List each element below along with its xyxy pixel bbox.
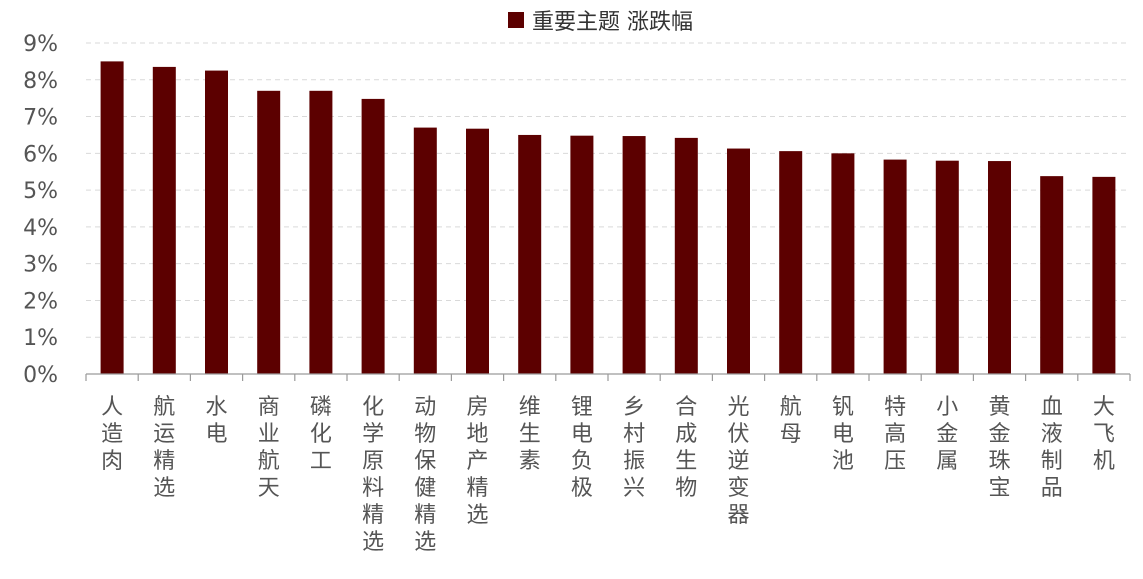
y-tick-label: 8% bbox=[23, 69, 58, 94]
bar bbox=[1040, 176, 1064, 374]
bar bbox=[413, 127, 437, 374]
y-axis-tick-labels: 0% 1% 2% 3% 4% 5% 6% 7% 8% 9% bbox=[23, 32, 58, 388]
y-tick-label: 3% bbox=[23, 253, 58, 278]
bar bbox=[883, 159, 907, 374]
category-label: 商业航天 bbox=[258, 395, 280, 501]
category-label: 黄金珠宝 bbox=[988, 395, 1010, 501]
category-label: 小金属 bbox=[936, 395, 958, 474]
bar bbox=[674, 137, 698, 374]
bar bbox=[1092, 176, 1116, 374]
category-label: 光伏逆变器 bbox=[727, 395, 749, 528]
category-label: 磷化工 bbox=[310, 395, 332, 474]
category-label: 航母 bbox=[780, 395, 802, 447]
category-label: 钒电池 bbox=[832, 395, 854, 474]
legend: 重要主题 涨跌幅 bbox=[508, 10, 693, 35]
bars bbox=[100, 61, 1116, 375]
bar bbox=[831, 153, 855, 374]
y-tick-label: 6% bbox=[23, 142, 58, 167]
bar bbox=[779, 151, 803, 374]
bar bbox=[518, 134, 542, 374]
category-labels: 人造肉 航运精选 水电 商业航天 磷化工 化学原料精选 动物保健精选 房地产精选 维生素 锂电负极… bbox=[101, 395, 1115, 555]
bar bbox=[257, 90, 281, 375]
bar bbox=[205, 70, 228, 374]
category-label: 大飞机 bbox=[1093, 395, 1115, 474]
y-tick-label: 4% bbox=[23, 216, 58, 241]
category-label: 合成生物 bbox=[675, 395, 697, 501]
category-label: 血液制品 bbox=[1041, 395, 1063, 501]
category-label: 房地产精选 bbox=[466, 395, 488, 528]
category-label: 乡村振兴 bbox=[623, 395, 645, 501]
legend-swatch bbox=[508, 12, 524, 28]
bar bbox=[100, 61, 124, 375]
bar bbox=[727, 148, 750, 374]
bar bbox=[622, 136, 646, 374]
legend-label: 重要主题 涨跌幅 bbox=[532, 10, 693, 35]
bar bbox=[935, 160, 959, 374]
category-label: 维生素 bbox=[519, 395, 541, 474]
y-tick-label: 9% bbox=[23, 32, 58, 57]
bar bbox=[309, 90, 333, 375]
x-axis bbox=[85, 373, 1131, 381]
bar bbox=[361, 98, 385, 374]
category-label: 航运精选 bbox=[153, 395, 175, 501]
y-tick-label: 2% bbox=[23, 289, 58, 314]
y-tick-label: 5% bbox=[23, 179, 58, 204]
category-label: 特高压 bbox=[884, 395, 906, 474]
category-label: 动物保健精选 bbox=[414, 395, 436, 555]
category-label: 锂电负极 bbox=[571, 395, 593, 501]
gridlines bbox=[86, 42, 1130, 338]
category-label: 化学原料精选 bbox=[362, 395, 384, 555]
y-tick-label: 1% bbox=[23, 326, 58, 351]
category-label: 水电 bbox=[205, 395, 227, 447]
bar bbox=[570, 135, 594, 374]
bar bbox=[988, 161, 1011, 374]
bar bbox=[466, 128, 489, 374]
y-tick-label: 7% bbox=[23, 106, 58, 131]
bar bbox=[152, 66, 176, 375]
y-tick-label: 0% bbox=[23, 363, 58, 388]
category-label: 人造肉 bbox=[101, 395, 123, 474]
